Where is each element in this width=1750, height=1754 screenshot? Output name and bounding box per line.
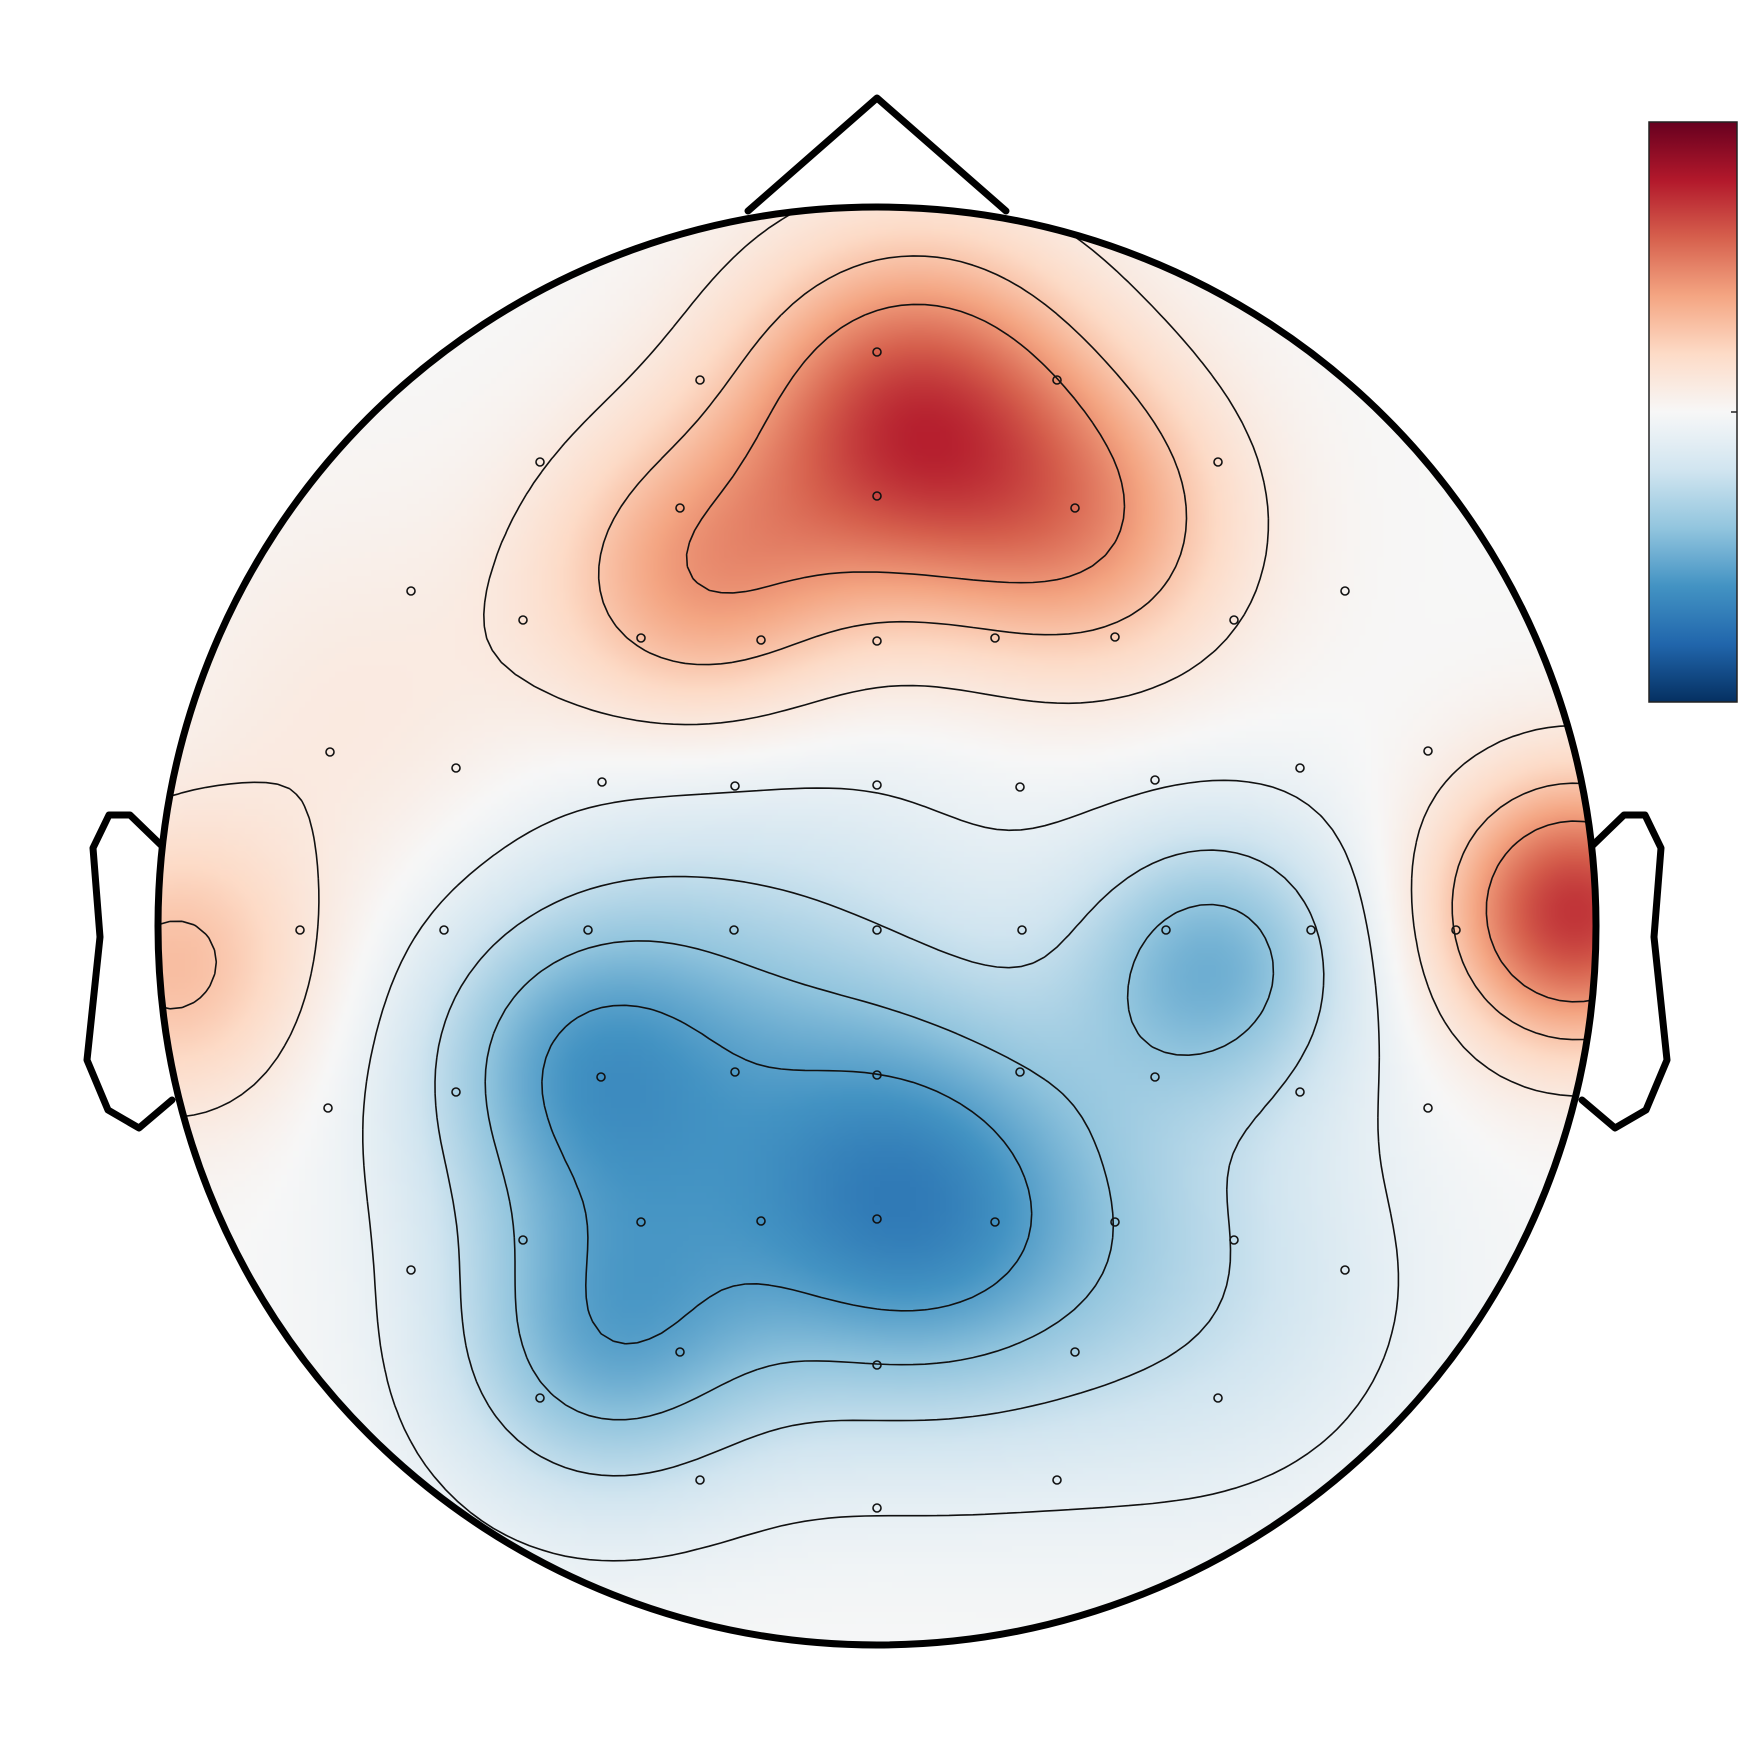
sensor-marker-23 <box>1150 775 1160 785</box>
sensor-marker-24 <box>1295 763 1305 773</box>
sensor-marker-3 <box>535 457 545 467</box>
sensor-marker-41 <box>1150 1072 1160 1082</box>
sensor-marker-57 <box>1213 1393 1223 1403</box>
sensor-marker-9 <box>1340 586 1350 596</box>
sensor-marker-2 <box>1052 375 1062 385</box>
sensor-marker-0 <box>872 347 882 357</box>
sensor-marker-30 <box>872 925 882 935</box>
sensor-marker-12 <box>756 635 766 645</box>
sensor-marker-39 <box>872 1070 882 1080</box>
sensor-marker-19 <box>597 777 607 787</box>
sensor-marker-29 <box>729 925 739 935</box>
sensor-marker-28 <box>583 925 593 935</box>
nose-outline <box>744 94 1010 215</box>
sensor-marker-10 <box>518 615 528 625</box>
sensor-marker-48 <box>872 1214 882 1224</box>
sensor-marker-31 <box>1017 925 1027 935</box>
sensor-marker-1 <box>695 375 705 385</box>
contour-line-3 <box>362 779 1400 1562</box>
contour-line-2 <box>434 849 1325 1477</box>
sensor-marker-43 <box>1423 1103 1433 1113</box>
sensor-marker-36 <box>451 1087 461 1097</box>
sensor-marker-17 <box>325 747 335 757</box>
sensor-marker-60 <box>1052 1475 1062 1485</box>
sensor-marker-11 <box>636 633 646 643</box>
sensor-marker-27 <box>439 925 449 935</box>
sensor-marker-53 <box>535 1393 545 1403</box>
sensor-marker-38 <box>730 1067 740 1077</box>
sensor-marker-13 <box>872 636 882 646</box>
right-ear-outline <box>1578 811 1671 1132</box>
sensor-marker-5 <box>675 503 685 513</box>
sensor-marker-44 <box>406 1265 416 1275</box>
sensor-marker-56 <box>1070 1347 1080 1357</box>
sensor-marker-47 <box>756 1216 766 1226</box>
sensor-marker-45 <box>518 1235 528 1245</box>
sensor-marker-34 <box>1451 925 1461 935</box>
sensor-marker-6 <box>872 491 882 501</box>
sensor-marker-8 <box>406 586 416 596</box>
sensor-marker-26 <box>295 925 305 935</box>
sensor-marker-35 <box>323 1103 333 1113</box>
head-outline <box>83 94 1671 1649</box>
sensor-marker-15 <box>1110 632 1120 642</box>
sensor-marker-55 <box>872 1360 882 1370</box>
sensor-marker-32 <box>1161 925 1171 935</box>
sensor-marker-54 <box>675 1347 685 1357</box>
colorbar-gradient <box>1649 122 1737 702</box>
sensor-marker-52 <box>1340 1265 1350 1275</box>
sensor-marker-33 <box>1306 925 1316 935</box>
sensor-marker-37 <box>596 1072 606 1082</box>
colorbar <box>1648 121 1738 703</box>
sensor-marker-16 <box>1229 615 1239 625</box>
sensor-markers <box>295 347 1461 1513</box>
sensor-marker-51 <box>1229 1235 1239 1245</box>
sensor-marker-58 <box>695 1475 705 1485</box>
sensor-marker-25 <box>1423 746 1433 756</box>
sensor-marker-14 <box>990 633 1000 643</box>
sensor-marker-59 <box>872 1503 882 1513</box>
sensor-marker-46 <box>636 1217 646 1227</box>
sensor-marker-18 <box>451 763 461 773</box>
contour-line-0 <box>541 1004 1033 1345</box>
sensor-marker-21 <box>872 780 882 790</box>
contour-line-1 <box>484 903 1275 1421</box>
sensor-marker-40 <box>1015 1067 1025 1077</box>
sensor-marker-7 <box>1070 503 1080 513</box>
sensor-marker-42 <box>1295 1087 1305 1097</box>
sensor-marker-22 <box>1015 782 1025 792</box>
sensor-marker-4 <box>1213 457 1223 467</box>
sensor-marker-20 <box>730 781 740 791</box>
sensor-marker-49 <box>990 1217 1000 1227</box>
sensor-marker-50 <box>1110 1217 1120 1227</box>
left-ear-outline <box>83 811 176 1132</box>
contour-line-5 <box>158 255 1596 1041</box>
head-circle <box>154 203 1600 1649</box>
